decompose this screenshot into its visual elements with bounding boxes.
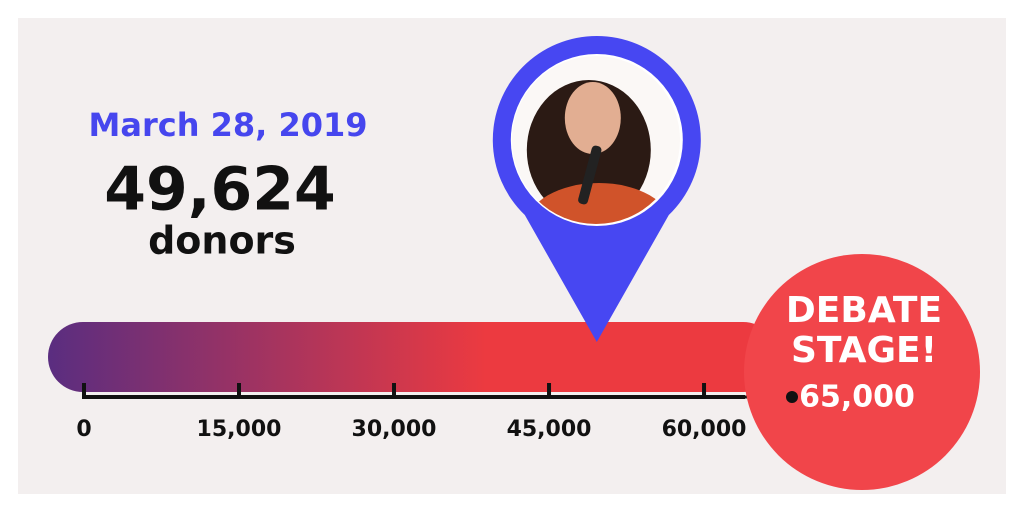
tick-label: 60,000 [662, 417, 747, 442]
axis: 0 15,000 30,000 45,000 60,000 [76, 383, 792, 442]
goal-title: DEBATE [786, 290, 942, 331]
goal-title: STAGE! [791, 330, 937, 371]
tick-label: 15,000 [197, 417, 282, 442]
photo-body [526, 183, 671, 224]
tick-label: 45,000 [507, 417, 592, 442]
goal-dot [786, 391, 798, 403]
photo-face [564, 82, 621, 154]
progress-bar [48, 322, 778, 392]
donor-count: 49,624 [104, 155, 336, 225]
photo [512, 56, 680, 224]
goal-value: 65,000 [799, 380, 915, 415]
goal-circle [744, 254, 980, 490]
pin [492, 35, 701, 343]
unit-label: donors [148, 219, 296, 263]
tick-label: 30,000 [352, 417, 437, 442]
photo-mic [578, 145, 602, 205]
date: March 28, 2019 [89, 106, 368, 144]
tick-label: 0 [76, 417, 91, 442]
